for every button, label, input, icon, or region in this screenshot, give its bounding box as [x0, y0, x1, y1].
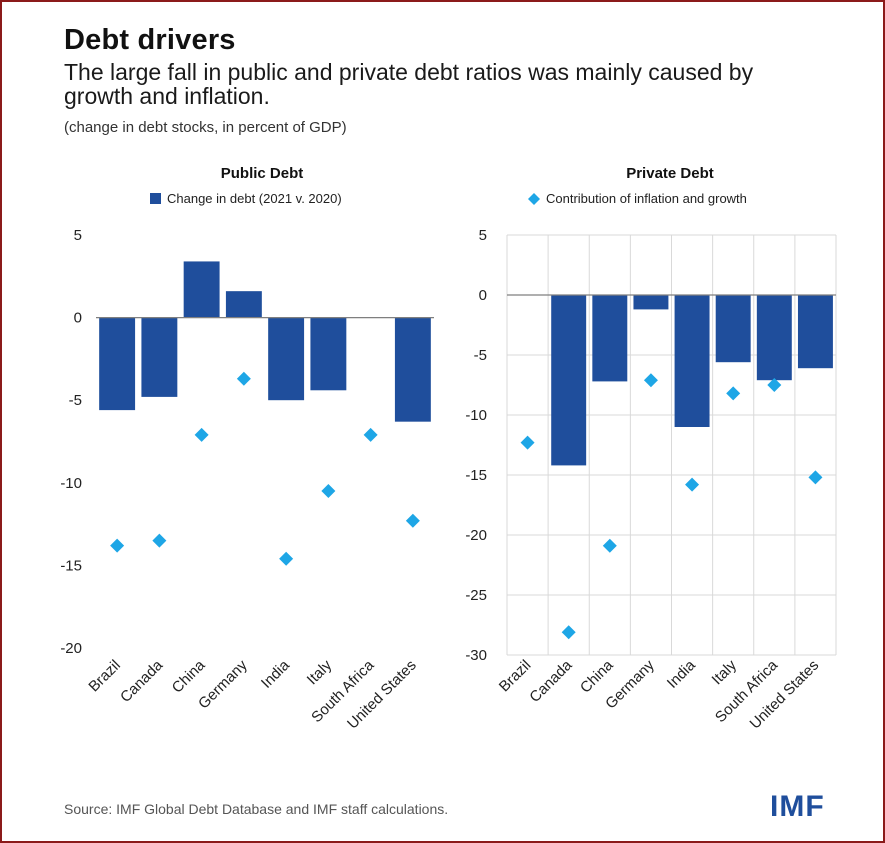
private-bar-canada — [551, 295, 587, 466]
public-y-tick-label: 0 — [74, 310, 82, 327]
private-category-label-brazil: Brazil — [496, 657, 535, 696]
public-y-tick-label: -15 — [60, 557, 82, 574]
public-bar-india — [268, 317, 305, 401]
private-category-label-india: India — [664, 656, 699, 691]
private-point-united-states — [808, 470, 823, 485]
public-bar-italy — [310, 317, 347, 391]
private-category-label-italy: Italy — [709, 656, 741, 688]
public-point-brazil — [110, 538, 125, 553]
public-point-south-africa — [363, 427, 378, 442]
page-title: Debt drivers — [64, 24, 236, 56]
private-bar-united-states — [797, 295, 833, 369]
private-bar-italy — [715, 295, 751, 363]
public-category-label-italy: Italy — [304, 656, 336, 688]
public-category-label-canada: Canada — [117, 656, 167, 706]
private-legend-label: Contribution of inflation and growth — [546, 191, 747, 206]
private-point-germany — [643, 373, 658, 388]
public-y-tick-label: 5 — [74, 227, 82, 244]
source-note: Source: IMF Global Debt Database and IMF… — [64, 801, 449, 817]
private-y-tick-label: -10 — [465, 407, 487, 424]
public-debt-chart: Public Debt Change in debt (2021 v. 2020)… — [60, 165, 434, 733]
private-point-india — [685, 477, 700, 492]
private-y-tick-label: -30 — [465, 647, 487, 664]
private-bar-china — [592, 295, 628, 382]
private-y-tick-label: -5 — [474, 347, 487, 364]
public-y-tick-label: -5 — [69, 392, 82, 409]
public-category-label-india: India — [258, 656, 293, 691]
public-point-germany — [236, 371, 251, 386]
private-point-china — [602, 538, 617, 553]
private-y-tick-label: -15 — [465, 467, 487, 484]
private-point-brazil — [520, 435, 535, 450]
public-point-canada — [152, 533, 167, 548]
private-debt-chart: Private Debt Contribution of inflation an… — [465, 165, 837, 733]
public-y-tick-label: -10 — [60, 475, 82, 492]
private-legend-diamond-swatch — [528, 193, 540, 205]
public-point-united-states — [405, 513, 420, 528]
public-category-label-china: China — [169, 656, 209, 696]
public-bar-united-states — [394, 317, 431, 422]
private-bar-india — [674, 295, 710, 427]
private-bar-germany — [633, 295, 669, 310]
private-point-south-africa — [767, 378, 782, 392]
public-panel-title: Public Debt — [221, 165, 304, 182]
page-subtitle: The large fall in public and private deb… — [64, 59, 754, 109]
public-category-label-brazil: Brazil — [85, 657, 124, 696]
public-point-china — [194, 427, 209, 442]
private-point-canada — [561, 625, 576, 640]
public-point-india — [279, 551, 294, 566]
private-y-tick-label: 5 — [479, 227, 487, 244]
public-legend-bar-swatch — [150, 193, 161, 204]
public-y-tick-label: -20 — [60, 640, 82, 657]
public-bar-germany — [225, 291, 262, 318]
public-bar-canada — [141, 317, 178, 397]
private-y-tick-label: -25 — [465, 587, 487, 604]
public-bar-china — [183, 261, 220, 318]
units-note: (change in debt stocks, in percent of GD… — [64, 119, 347, 136]
private-category-label-canada: Canada — [526, 656, 576, 706]
private-point-italy — [726, 386, 741, 401]
public-bar-brazil — [99, 317, 136, 411]
private-panel-title: Private Debt — [626, 165, 714, 182]
private-y-tick-label: 0 — [479, 287, 487, 304]
private-y-tick-label: -20 — [465, 527, 487, 544]
imf-logo: IMF — [770, 790, 825, 823]
private-bar-south-africa — [756, 295, 792, 381]
public-legend-label: Change in debt (2021 v. 2020) — [167, 191, 342, 206]
public-point-italy — [321, 484, 336, 499]
